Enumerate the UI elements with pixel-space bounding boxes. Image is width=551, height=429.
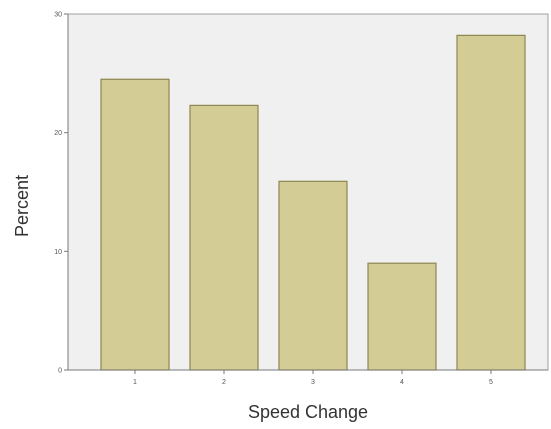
bar-4 [367,262,437,371]
x-tick-label: 5 [489,379,493,386]
x-tick-label: 1 [133,379,137,386]
y-axis-title: Percent [12,175,32,237]
x-axis-title: Speed Change [248,402,368,422]
y-tick-label: 10 [54,249,62,256]
y-tick-label: 30 [54,12,62,19]
x-tick-label: 2 [222,379,226,386]
bar-1 [100,78,170,371]
y-tick-label: 0 [58,368,62,375]
y-tick-label: 20 [54,130,62,137]
bar-3 [278,180,348,371]
x-tick-label: 3 [311,379,315,386]
bar-5 [456,34,526,371]
bar-2 [189,104,259,371]
x-tick-label: 4 [400,379,404,386]
